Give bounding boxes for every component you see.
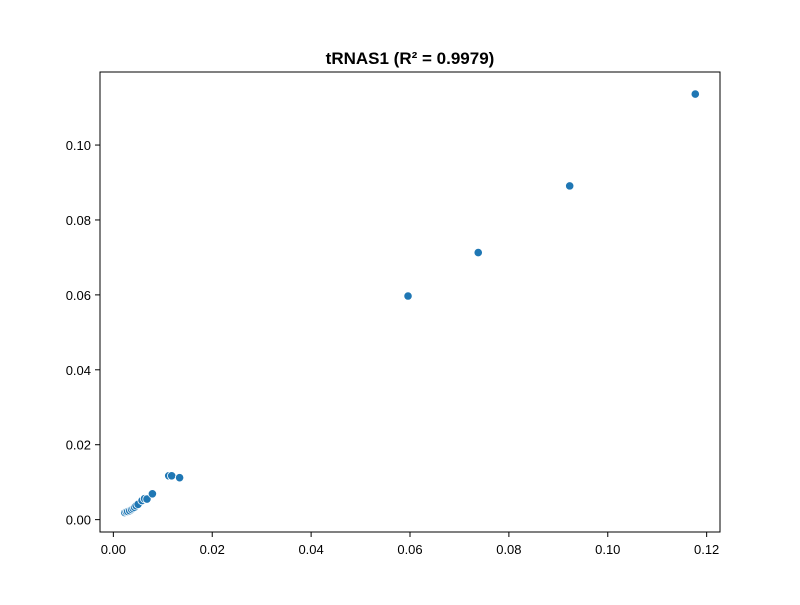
data-point	[473, 247, 483, 258]
plot-area: 0.00 0.02 0.04 0.06 0.08 0.10 0.12 0.00 0.02 0.04…	[66, 71, 721, 557]
y-tick-label: 0.00	[66, 513, 91, 528]
data-point	[403, 291, 413, 301]
chart-title: tRNAS1 (R² = 0.9979)	[326, 49, 495, 68]
x-tick-label: 0.08	[496, 542, 521, 557]
data-point	[690, 89, 700, 99]
data-point	[147, 489, 158, 499]
x-tick-label: 0.06	[397, 542, 422, 557]
y-tick-label: 0.06	[66, 288, 91, 303]
x-tick-label: 0.02	[200, 542, 225, 557]
y-tick-label: 0.10	[66, 138, 91, 153]
data-point	[175, 473, 185, 483]
data-point	[565, 181, 575, 191]
x-tick-label: 0.04	[298, 542, 323, 557]
y-tick-label: 0.02	[66, 438, 91, 453]
data-point	[167, 471, 177, 481]
x-tick-label: 0.10	[595, 542, 620, 557]
x-tick-label: 0.00	[101, 542, 126, 557]
plot-frame	[99, 71, 721, 533]
y-tick-label: 0.08	[66, 213, 91, 228]
x-tick-label: 0.12	[694, 542, 719, 557]
y-tick-label: 0.04	[66, 363, 91, 378]
